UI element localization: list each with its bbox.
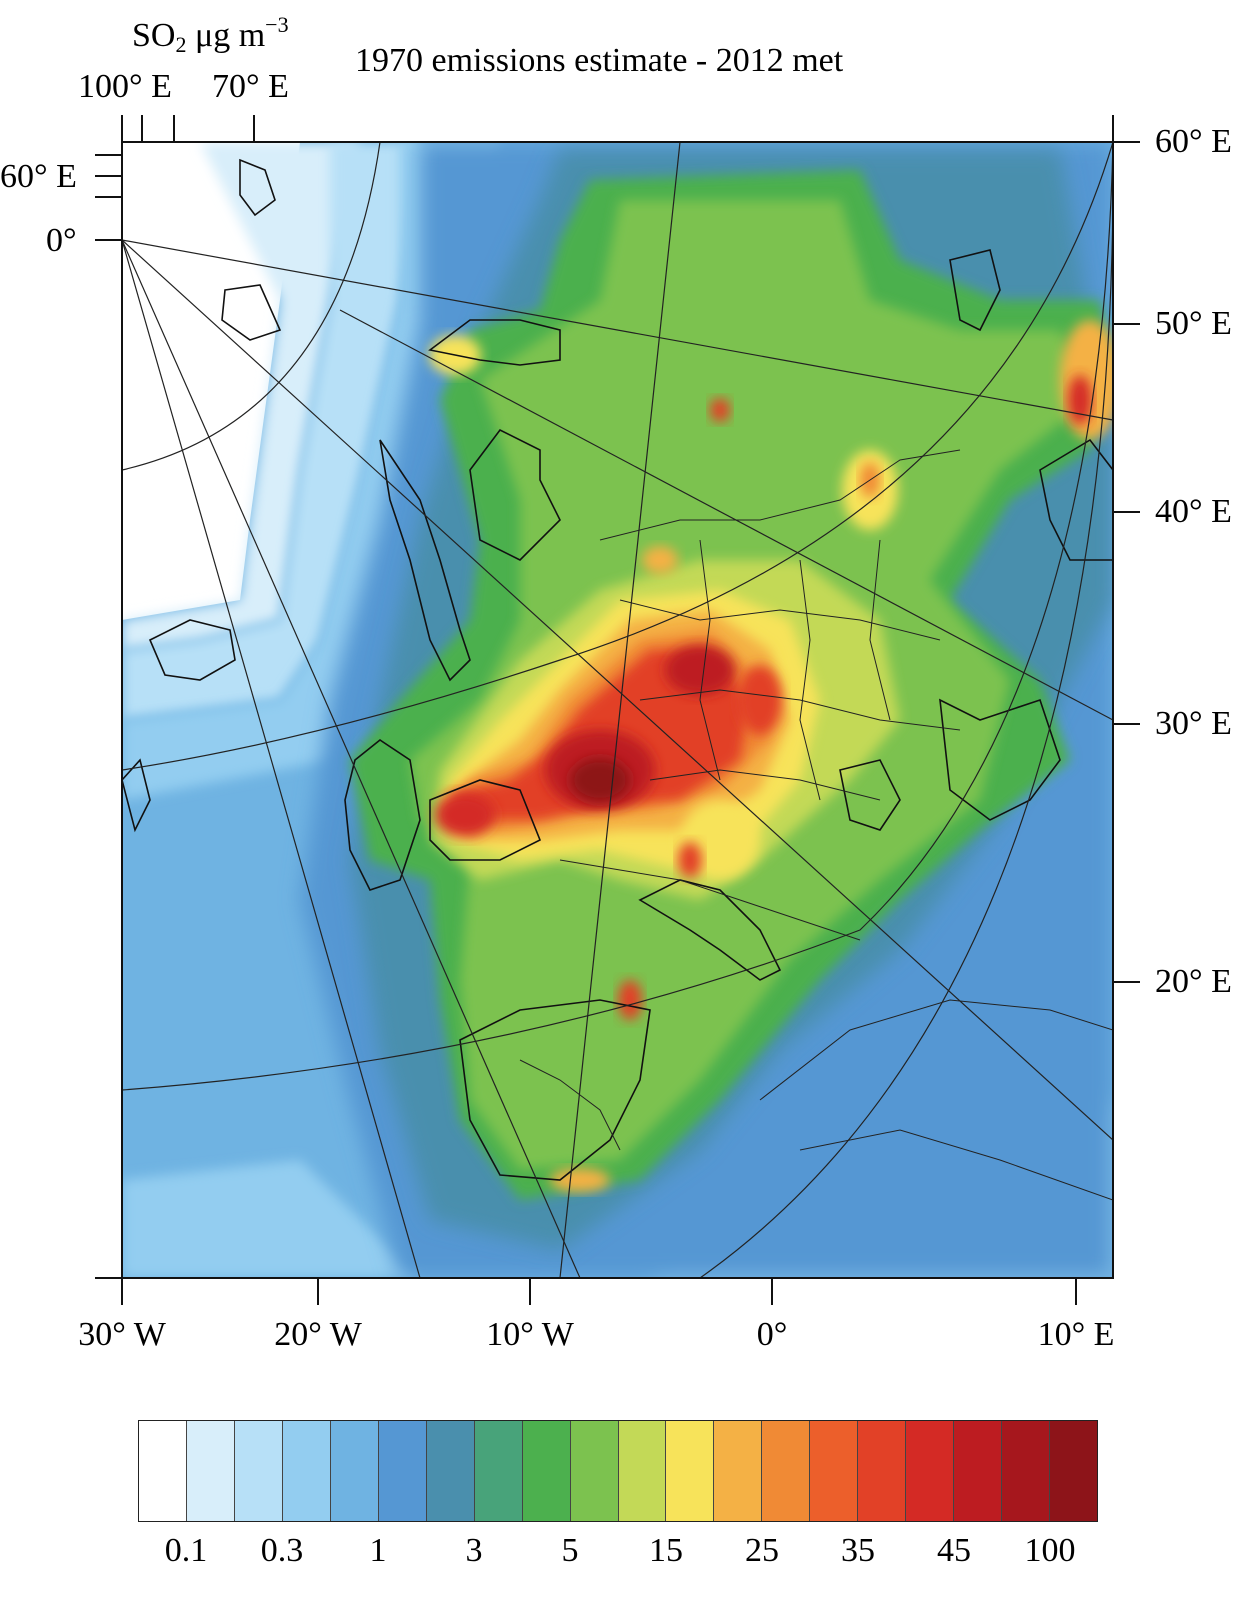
colorbar-box-7 <box>474 1421 523 1521</box>
colorbar-box-11 <box>666 1421 715 1521</box>
units-label: SO2 μg m−3 <box>132 12 289 57</box>
colorbar-label: 25 <box>745 1532 779 1569</box>
colorbar-box-10 <box>618 1421 667 1521</box>
bottom-label-20w: 20° W <box>274 1316 362 1353</box>
colorbar-label: 45 <box>937 1532 971 1569</box>
right-label-20e: 20° E <box>1155 963 1232 1000</box>
colorbar-box-16 <box>906 1421 955 1521</box>
map-title: 1970 emissions estimate - 2012 met <box>355 42 844 79</box>
colorbar-label: 1 <box>369 1532 387 1569</box>
colorbar-box-9 <box>570 1421 619 1521</box>
colorbar-label: 5 <box>561 1532 579 1569</box>
colorbar-label: 0.1 <box>164 1532 208 1569</box>
colorbar-box-2 <box>234 1421 283 1521</box>
colorbar-box-3 <box>282 1421 331 1521</box>
colorbar-box-5 <box>378 1421 427 1521</box>
colorbar-label: 0.3 <box>260 1532 304 1569</box>
right-label-60e: 60° E <box>1155 123 1232 160</box>
bottom-label-10w: 10° W <box>486 1316 574 1353</box>
colorbar-box-1 <box>186 1421 235 1521</box>
bottom-label-30w: 30° W <box>78 1316 166 1353</box>
right-label-40e: 40° E <box>1155 493 1232 530</box>
colorbar-label: 100 <box>1024 1532 1076 1569</box>
so2-concentration-map <box>95 115 1140 1305</box>
colorbar-box-0 <box>139 1421 187 1521</box>
left-label-60e: 60° E <box>0 158 77 195</box>
colorbar-box-15 <box>858 1421 907 1521</box>
graticule <box>122 142 1113 1278</box>
colorbar-box-19 <box>1050 1421 1098 1521</box>
tick-marks <box>95 115 1140 1305</box>
colorbar-box-12 <box>714 1421 763 1521</box>
colorbar-label: 3 <box>465 1532 483 1569</box>
concentration-field <box>122 142 1113 1278</box>
colorbar-box-14 <box>810 1421 859 1521</box>
colorbar-box-6 <box>426 1421 475 1521</box>
coastlines <box>122 158 1113 1181</box>
colorbar-box-17 <box>954 1421 1003 1521</box>
colorbar-label: 15 <box>649 1532 683 1569</box>
bottom-label-10e: 10° E <box>1037 1316 1115 1353</box>
map-frame <box>121 141 1114 1279</box>
left-label-0: 0° <box>46 222 77 259</box>
country-borders <box>519 449 1113 1201</box>
colorbar-box-18 <box>1002 1421 1051 1521</box>
right-label-50e: 50° E <box>1155 305 1232 342</box>
bottom-label-0: 0° <box>756 1316 788 1353</box>
colorbar <box>138 1420 1098 1522</box>
colorbar-box-8 <box>522 1421 571 1521</box>
colorbar-box-13 <box>762 1421 811 1521</box>
colorbar-label: 35 <box>841 1532 875 1569</box>
top-lon-label-70e: 70° E <box>212 68 289 105</box>
colorbar-box-4 <box>330 1421 379 1521</box>
right-label-30e: 30° E <box>1155 705 1232 742</box>
top-lon-label-100e: 100° E <box>78 68 172 105</box>
